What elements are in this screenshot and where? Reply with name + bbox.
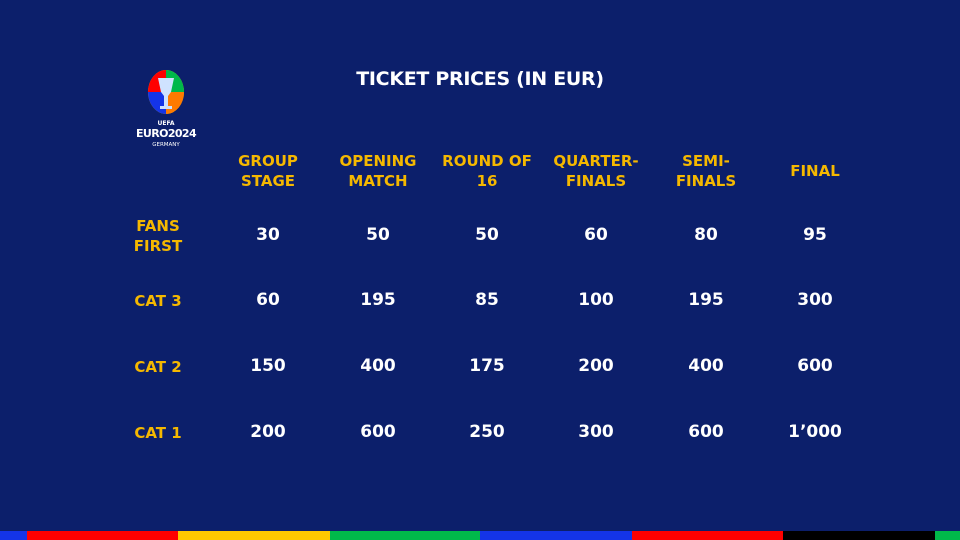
color-stripe (0, 531, 960, 540)
column-header-line: 16 (476, 172, 498, 190)
column-header-line: STAGE (240, 172, 296, 190)
price-cell: 200 (250, 422, 286, 442)
svg-text:GERMANY: GERMANY (152, 142, 180, 148)
column-header: SEMI- FINALS (651, 150, 761, 192)
price-cell: 60 (256, 290, 280, 310)
price-cell: 600 (797, 356, 833, 376)
column-header: FINAL (760, 150, 870, 192)
price-cell: 60 (584, 225, 608, 245)
price-cell: 200 (578, 356, 614, 376)
price-cell: 250 (469, 422, 505, 442)
price-cell: 1’000 (788, 422, 842, 442)
row-label-line: CAT 2 (134, 358, 182, 376)
row-label-line: FANS (136, 217, 180, 235)
price-cell: 80 (694, 225, 718, 245)
price-cell: 30 (256, 225, 280, 245)
column-header: OPENING MATCH (323, 150, 433, 192)
price-cell: 195 (688, 290, 724, 310)
column-header-line: OPENING (339, 152, 417, 170)
row-label-line: CAT 3 (134, 292, 182, 310)
price-cell: 600 (360, 422, 396, 442)
column-header: GROUP STAGE (213, 150, 323, 192)
column-header-line: ROUND OF (442, 152, 532, 170)
row-label-line: CAT 1 (134, 424, 182, 442)
column-header: ROUND OF 16 (432, 150, 542, 192)
row-label: CAT 1 (103, 423, 213, 443)
column-header-line: MATCH (348, 172, 408, 190)
price-cell: 100 (578, 290, 614, 310)
price-cell: 300 (797, 290, 833, 310)
price-cell: 95 (803, 225, 827, 245)
price-cell: 175 (469, 356, 505, 376)
column-header-line: SEMI- (682, 152, 730, 170)
row-label-line: FIRST (133, 237, 183, 255)
price-cell: 600 (688, 422, 724, 442)
trophy-icon (148, 70, 184, 114)
column-header-line: FINALS (675, 172, 737, 190)
price-cell: 400 (688, 356, 724, 376)
price-cell: 400 (360, 356, 396, 376)
price-cell: 50 (366, 225, 390, 245)
column-header-line: GROUP (238, 152, 298, 170)
row-label: CAT 3 (103, 291, 213, 311)
column-header: QUARTER- FINALS (541, 150, 651, 192)
page-title: TICKET PRICES (IN EUR) (356, 68, 604, 90)
price-cell: 195 (360, 290, 396, 310)
price-cell: 50 (475, 225, 499, 245)
price-cell: 150 (250, 356, 286, 376)
column-header-line: FINAL (790, 162, 840, 180)
row-label: FANS FIRST (103, 216, 213, 256)
price-cell: 300 (578, 422, 614, 442)
svg-text:EURO2024: EURO2024 (136, 127, 197, 140)
price-cell: 85 (475, 290, 499, 310)
column-header-line: QUARTER- (553, 152, 639, 170)
row-label: CAT 2 (103, 357, 213, 377)
euro2024-logo: UEFA EURO2024 GERMANY (132, 70, 208, 150)
svg-text:UEFA: UEFA (157, 120, 174, 127)
column-header-line: FINALS (565, 172, 627, 190)
